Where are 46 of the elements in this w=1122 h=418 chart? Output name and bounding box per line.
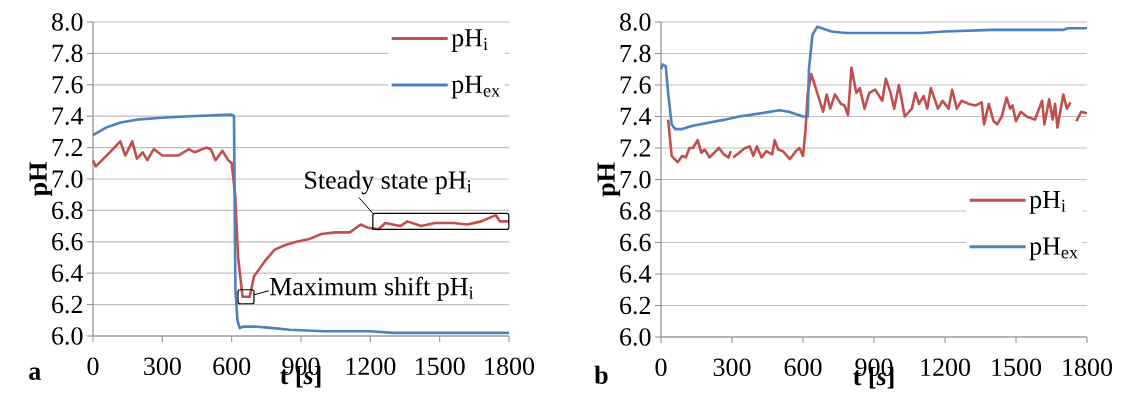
y-tick-label: 7.0 — [620, 170, 651, 189]
x-tick-label: 300 — [713, 358, 751, 377]
y-tick-label: 7.6 — [620, 76, 651, 94]
y-tick-label: 6.6 — [620, 233, 651, 252]
legend-label: pH$_{i}$ — [451, 29, 488, 52]
text: a — [29, 367, 41, 380]
x-tick-label: 1500 — [415, 357, 465, 376]
y-tick-label: 6.8 — [52, 201, 83, 220]
y-tick-label: 7.4 — [52, 107, 84, 125]
x-tick-label: 1200 — [921, 358, 971, 377]
y-tick-label: 7.2 — [52, 138, 83, 157]
y-tick-label: 7.8 — [52, 44, 83, 63]
y-tick-label: 7.4 — [620, 107, 652, 126]
x-tick-label: 600 — [213, 357, 251, 376]
x-tick-label: 300 — [144, 357, 181, 376]
line-series — [91, 140, 511, 299]
x-tick-label: 1200 — [346, 357, 396, 376]
y-tick-label: 6.0 — [52, 327, 83, 345]
legend-label: pH$_{ex}$ — [451, 75, 500, 99]
x-tick-label: 600 — [784, 358, 822, 377]
y-tick-label: 8.0 — [51, 13, 83, 31]
y-tick-label: 6.2 — [52, 295, 83, 314]
line-series — [659, 25, 1089, 131]
legend-label: pH$_{i}$ — [1029, 191, 1066, 214]
legend-label: pH$_{ex}$ — [1029, 237, 1078, 261]
x-tick-label: 1500 — [992, 358, 1042, 377]
x-tick-label: 1800 — [485, 357, 535, 376]
y-tick-label: 6.2 — [620, 296, 651, 315]
annotation: Maximum shift pH$_{i}$ — [269, 276, 474, 301]
y-tick-label: 6.8 — [620, 202, 651, 220]
y-tick-label: 6.4 — [620, 265, 652, 283]
x-tick-label: 1800 — [1063, 358, 1113, 377]
y-tick-label: 7.6 — [52, 76, 83, 94]
x-tick-label: 0 — [655, 358, 667, 377]
y-axis-title: pH — [597, 162, 621, 197]
y-tick-label: 7.0 — [52, 170, 83, 188]
y-tick-label: 6.0 — [620, 328, 651, 346]
y-tick-label: 7.8 — [620, 44, 651, 63]
y-tick-label: 6.6 — [52, 233, 83, 251]
text: b — [594, 365, 608, 384]
y-axis-title: pH — [29, 162, 53, 197]
y-tick-label: 8.0 — [619, 13, 651, 31]
x-tick-label: 0 — [87, 357, 99, 376]
y-tick-label: 7.2 — [620, 139, 651, 157]
annotation: Steady state pH$_{i}$ — [305, 170, 472, 195]
y-tick-label: 6.4 — [52, 264, 84, 282]
